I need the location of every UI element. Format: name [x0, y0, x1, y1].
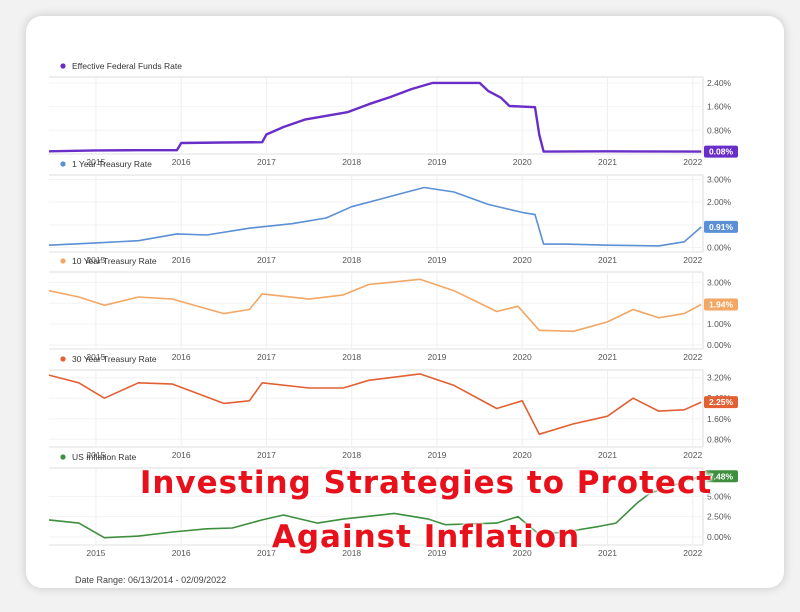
chart-card: Effective Federal Funds Rate 2015 2016 2017… [26, 16, 784, 588]
30-year-treasury-rate-x-tick-2015: 2015 [86, 450, 105, 460]
us-inflation-rate-y-tick-2: 5.00% [707, 491, 732, 501]
effective-federal-funds-rate-y-tick-1: 1.60% [707, 102, 732, 112]
10-year-treasury-rate-y-tick-1: 1.00% [707, 319, 732, 329]
us-inflation-rate-x-tick-2015: 2015 [86, 548, 105, 558]
us-inflation-rate-x-tick-2022: 2022 [683, 548, 702, 558]
10-year-treasury-rate-legend-label: 10 Year Treasury Rate [72, 256, 157, 266]
1-year-treasury-rate-legend-label: 1 Year Treasury Rate [72, 159, 152, 169]
us-inflation-rate-x-tick-2018: 2018 [342, 548, 361, 558]
30-year-treasury-rate-y-tick-1: 1.60% [707, 414, 732, 424]
10-year-treasury-rate-x-tick-2015: 2015 [86, 352, 105, 362]
10-year-treasury-rate-last-value-label: 1.94% [709, 299, 734, 309]
30-year-treasury-rate-last-value-badge [704, 396, 738, 409]
us-inflation-rate-x-tick-2017: 2017 [257, 548, 276, 558]
us-inflation-rate-last-value-label: 7.48% [709, 471, 734, 481]
10-year-treasury-rate-x-tick-2018: 2018 [342, 352, 361, 362]
10-year-treasury-rate-line [48, 278, 702, 333]
effective-federal-funds-rate-last-value-label: 0.08% [709, 147, 734, 157]
10-year-treasury-rate-x-tick-2016: 2016 [172, 352, 191, 362]
effective-federal-funds-rate-x-tick-2017: 2017 [257, 157, 276, 167]
effective-federal-funds-rate-legend-label: Effective Federal Funds Rate [72, 61, 182, 71]
1-year-treasury-rate-line [48, 186, 702, 247]
30-year-treasury-rate-y-tick-3: 3.20% [707, 373, 732, 383]
10-year-treasury-rate-x-tick-2022: 2022 [683, 352, 702, 362]
effective-federal-funds-rate-x-tick-2016: 2016 [172, 157, 191, 167]
effective-federal-funds-rate-line [48, 81, 702, 153]
us-inflation-rate-line [48, 475, 702, 539]
30-year-treasury-rate-legend-marker [60, 356, 66, 362]
1-year-treasury-rate-x-tick-2021: 2021 [598, 255, 617, 265]
date-range-label: Date Range: 06/13/2014 - 02/09/2022 [75, 575, 227, 585]
effective-federal-funds-rate-x-tick-2019: 2019 [428, 157, 447, 167]
30-year-treasury-rate-legend-label: 30 Year Treasury Rate [72, 354, 157, 364]
us-inflation-rate-legend-marker [60, 454, 66, 460]
1-year-treasury-rate-y-tick-3: 3.00% [707, 175, 732, 185]
10-year-treasury-rate-x-tick-2020: 2020 [513, 352, 532, 362]
effective-federal-funds-rate-x-tick-2022: 2022 [683, 157, 702, 167]
1-year-treasury-rate-y-tick-0: 0.00% [707, 242, 732, 252]
effective-federal-funds-rate-x-tick-2018: 2018 [342, 157, 361, 167]
1-year-treasury-rate-legend-marker [60, 161, 66, 167]
us-inflation-rate-x-tick-2020: 2020 [513, 548, 532, 558]
30-year-treasury-rate-x-tick-2018: 2018 [342, 450, 361, 460]
30-year-treasury-rate-y-tick-0: 0.80% [707, 434, 732, 444]
1-year-treasury-rate-x-tick-2015: 2015 [86, 255, 105, 265]
30-year-treasury-rate-last-value-label: 2.25% [709, 397, 734, 407]
us-inflation-rate-y-tick-0: 0.00% [707, 532, 732, 542]
1-year-treasury-rate-x-tick-2016: 2016 [172, 255, 191, 265]
us-inflation-rate-last-value-badge [704, 470, 738, 483]
30-year-treasury-rate-line [48, 373, 702, 435]
1-year-treasury-rate-x-tick-2018: 2018 [342, 255, 361, 265]
effective-federal-funds-rate-last-value-badge [704, 145, 738, 158]
us-inflation-rate-y-tick-1: 2.50% [707, 512, 732, 522]
30-year-treasury-rate-x-tick-2019: 2019 [428, 450, 447, 460]
1-year-treasury-rate-last-value-badge [704, 220, 738, 233]
30-year-treasury-rate-x-tick-2016: 2016 [172, 450, 191, 460]
effective-federal-funds-rate-x-tick-2020: 2020 [513, 157, 532, 167]
10-year-treasury-rate-legend-marker [60, 258, 66, 264]
charts-svg: Effective Federal Funds Rate 2015 2016 2017… [48, 61, 738, 558]
effective-federal-funds-rate-x-tick-2015: 2015 [86, 157, 105, 167]
30-year-treasury-rate-x-tick-2021: 2021 [598, 450, 617, 460]
10-year-treasury-rate-last-value-badge [704, 298, 738, 311]
30-year-treasury-rate-x-tick-2017: 2017 [257, 450, 276, 460]
10-year-treasury-rate-x-tick-2017: 2017 [257, 352, 276, 362]
10-year-treasury-rate-x-tick-2021: 2021 [598, 352, 617, 362]
30-year-treasury-rate-x-tick-2020: 2020 [513, 450, 532, 460]
10-year-treasury-rate-y-tick-0: 0.00% [707, 340, 732, 350]
10-year-treasury-rate-y-tick-3: 3.00% [707, 277, 732, 287]
us-inflation-rate-legend-label: US Inflation Rate [72, 452, 137, 462]
10-year-treasury-rate-x-tick-2019: 2019 [428, 352, 447, 362]
1-year-treasury-rate-last-value-label: 0.91% [709, 222, 734, 232]
us-inflation-rate-x-tick-2021: 2021 [598, 548, 617, 558]
effective-federal-funds-rate-y-tick-2: 2.40% [707, 78, 732, 88]
us-inflation-rate-x-tick-2016: 2016 [172, 548, 191, 558]
1-year-treasury-rate-x-tick-2020: 2020 [513, 255, 532, 265]
effective-federal-funds-rate-legend-marker [60, 63, 66, 69]
30-year-treasury-rate-x-tick-2022: 2022 [683, 450, 702, 460]
effective-federal-funds-rate-y-tick-0: 0.80% [707, 125, 732, 135]
1-year-treasury-rate-x-tick-2022: 2022 [683, 255, 702, 265]
effective-federal-funds-rate-x-tick-2021: 2021 [598, 157, 617, 167]
1-year-treasury-rate-y-tick-2: 2.00% [707, 197, 732, 207]
1-year-treasury-rate-x-tick-2019: 2019 [428, 255, 447, 265]
us-inflation-rate-x-tick-2019: 2019 [428, 548, 447, 558]
1-year-treasury-rate-x-tick-2017: 2017 [257, 255, 276, 265]
